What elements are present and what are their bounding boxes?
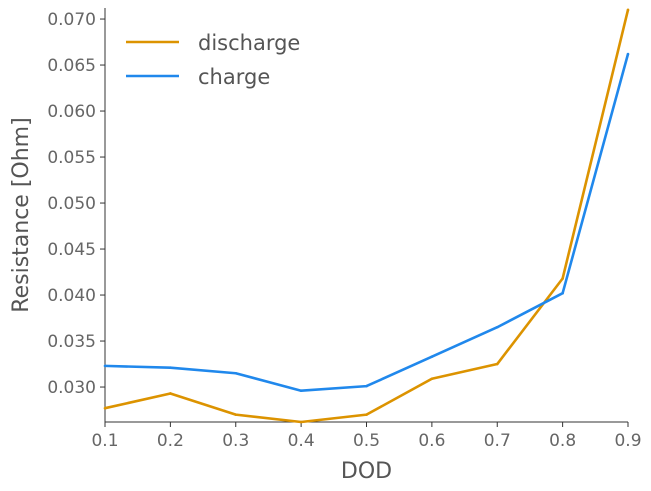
data-point-charge (561, 291, 564, 295)
series-line-discharge (104, 9, 630, 424)
y-tick-label: 0.040 (47, 286, 96, 306)
y-tick-label: 0.065 (47, 56, 96, 76)
y-tick-label: 0.045 (47, 240, 96, 260)
data-point-discharge (299, 420, 303, 424)
legend-label: charge (198, 65, 270, 89)
x-tick-label: 0.2 (157, 431, 184, 451)
data-point-discharge (561, 277, 564, 280)
y-tick-label: 0.055 (47, 148, 96, 168)
x-tick-label: 0.9 (614, 431, 641, 451)
x-tick-label: 0.5 (353, 431, 380, 451)
y-tick-label: 0.070 (47, 10, 96, 30)
x-tick-label: 0.8 (549, 431, 576, 451)
x-axis-label: DOD (341, 459, 392, 484)
data-point-charge (430, 355, 434, 358)
y-axis-label: Resistance [Ohm] (9, 117, 34, 312)
data-point-charge (626, 52, 630, 56)
series-group (103, 8, 630, 424)
data-point-charge (103, 364, 107, 368)
legend: discharge charge (126, 31, 300, 89)
data-point-discharge (365, 413, 368, 416)
y-tick-label: 0.035 (47, 332, 96, 352)
data-point-charge (169, 366, 172, 370)
data-point-discharge (103, 406, 107, 410)
y-tick-label: 0.050 (47, 194, 96, 214)
data-point-charge (299, 389, 303, 393)
x-tick-label: 0.7 (484, 431, 511, 451)
data-point-charge (365, 384, 368, 388)
y-tick-label: 0.030 (47, 378, 96, 398)
series-line-charge (104, 53, 630, 393)
data-point-charge (495, 325, 499, 329)
legend-item-charge: charge (126, 65, 270, 89)
data-point-discharge (430, 377, 434, 381)
data-point-discharge (169, 392, 172, 395)
data-point-discharge (626, 8, 630, 12)
legend-item-discharge: discharge (126, 31, 300, 55)
data-point-discharge (234, 413, 238, 416)
legend-label: discharge (198, 31, 300, 55)
x-tick-label: 0.6 (418, 431, 445, 451)
x-tick-label: 0.3 (222, 431, 249, 451)
y-tick-label: 0.060 (47, 102, 96, 122)
x-tick-label: 0.4 (288, 431, 315, 451)
axes: 0.1 0.2 0.3 0.4 0.5 0.6 0.7 0.8 0.9 0.030 0.035 0.0… (47, 8, 642, 451)
x-tick-label: 0.1 (91, 431, 118, 451)
data-point-discharge (495, 362, 499, 366)
data-point-charge (234, 371, 238, 375)
